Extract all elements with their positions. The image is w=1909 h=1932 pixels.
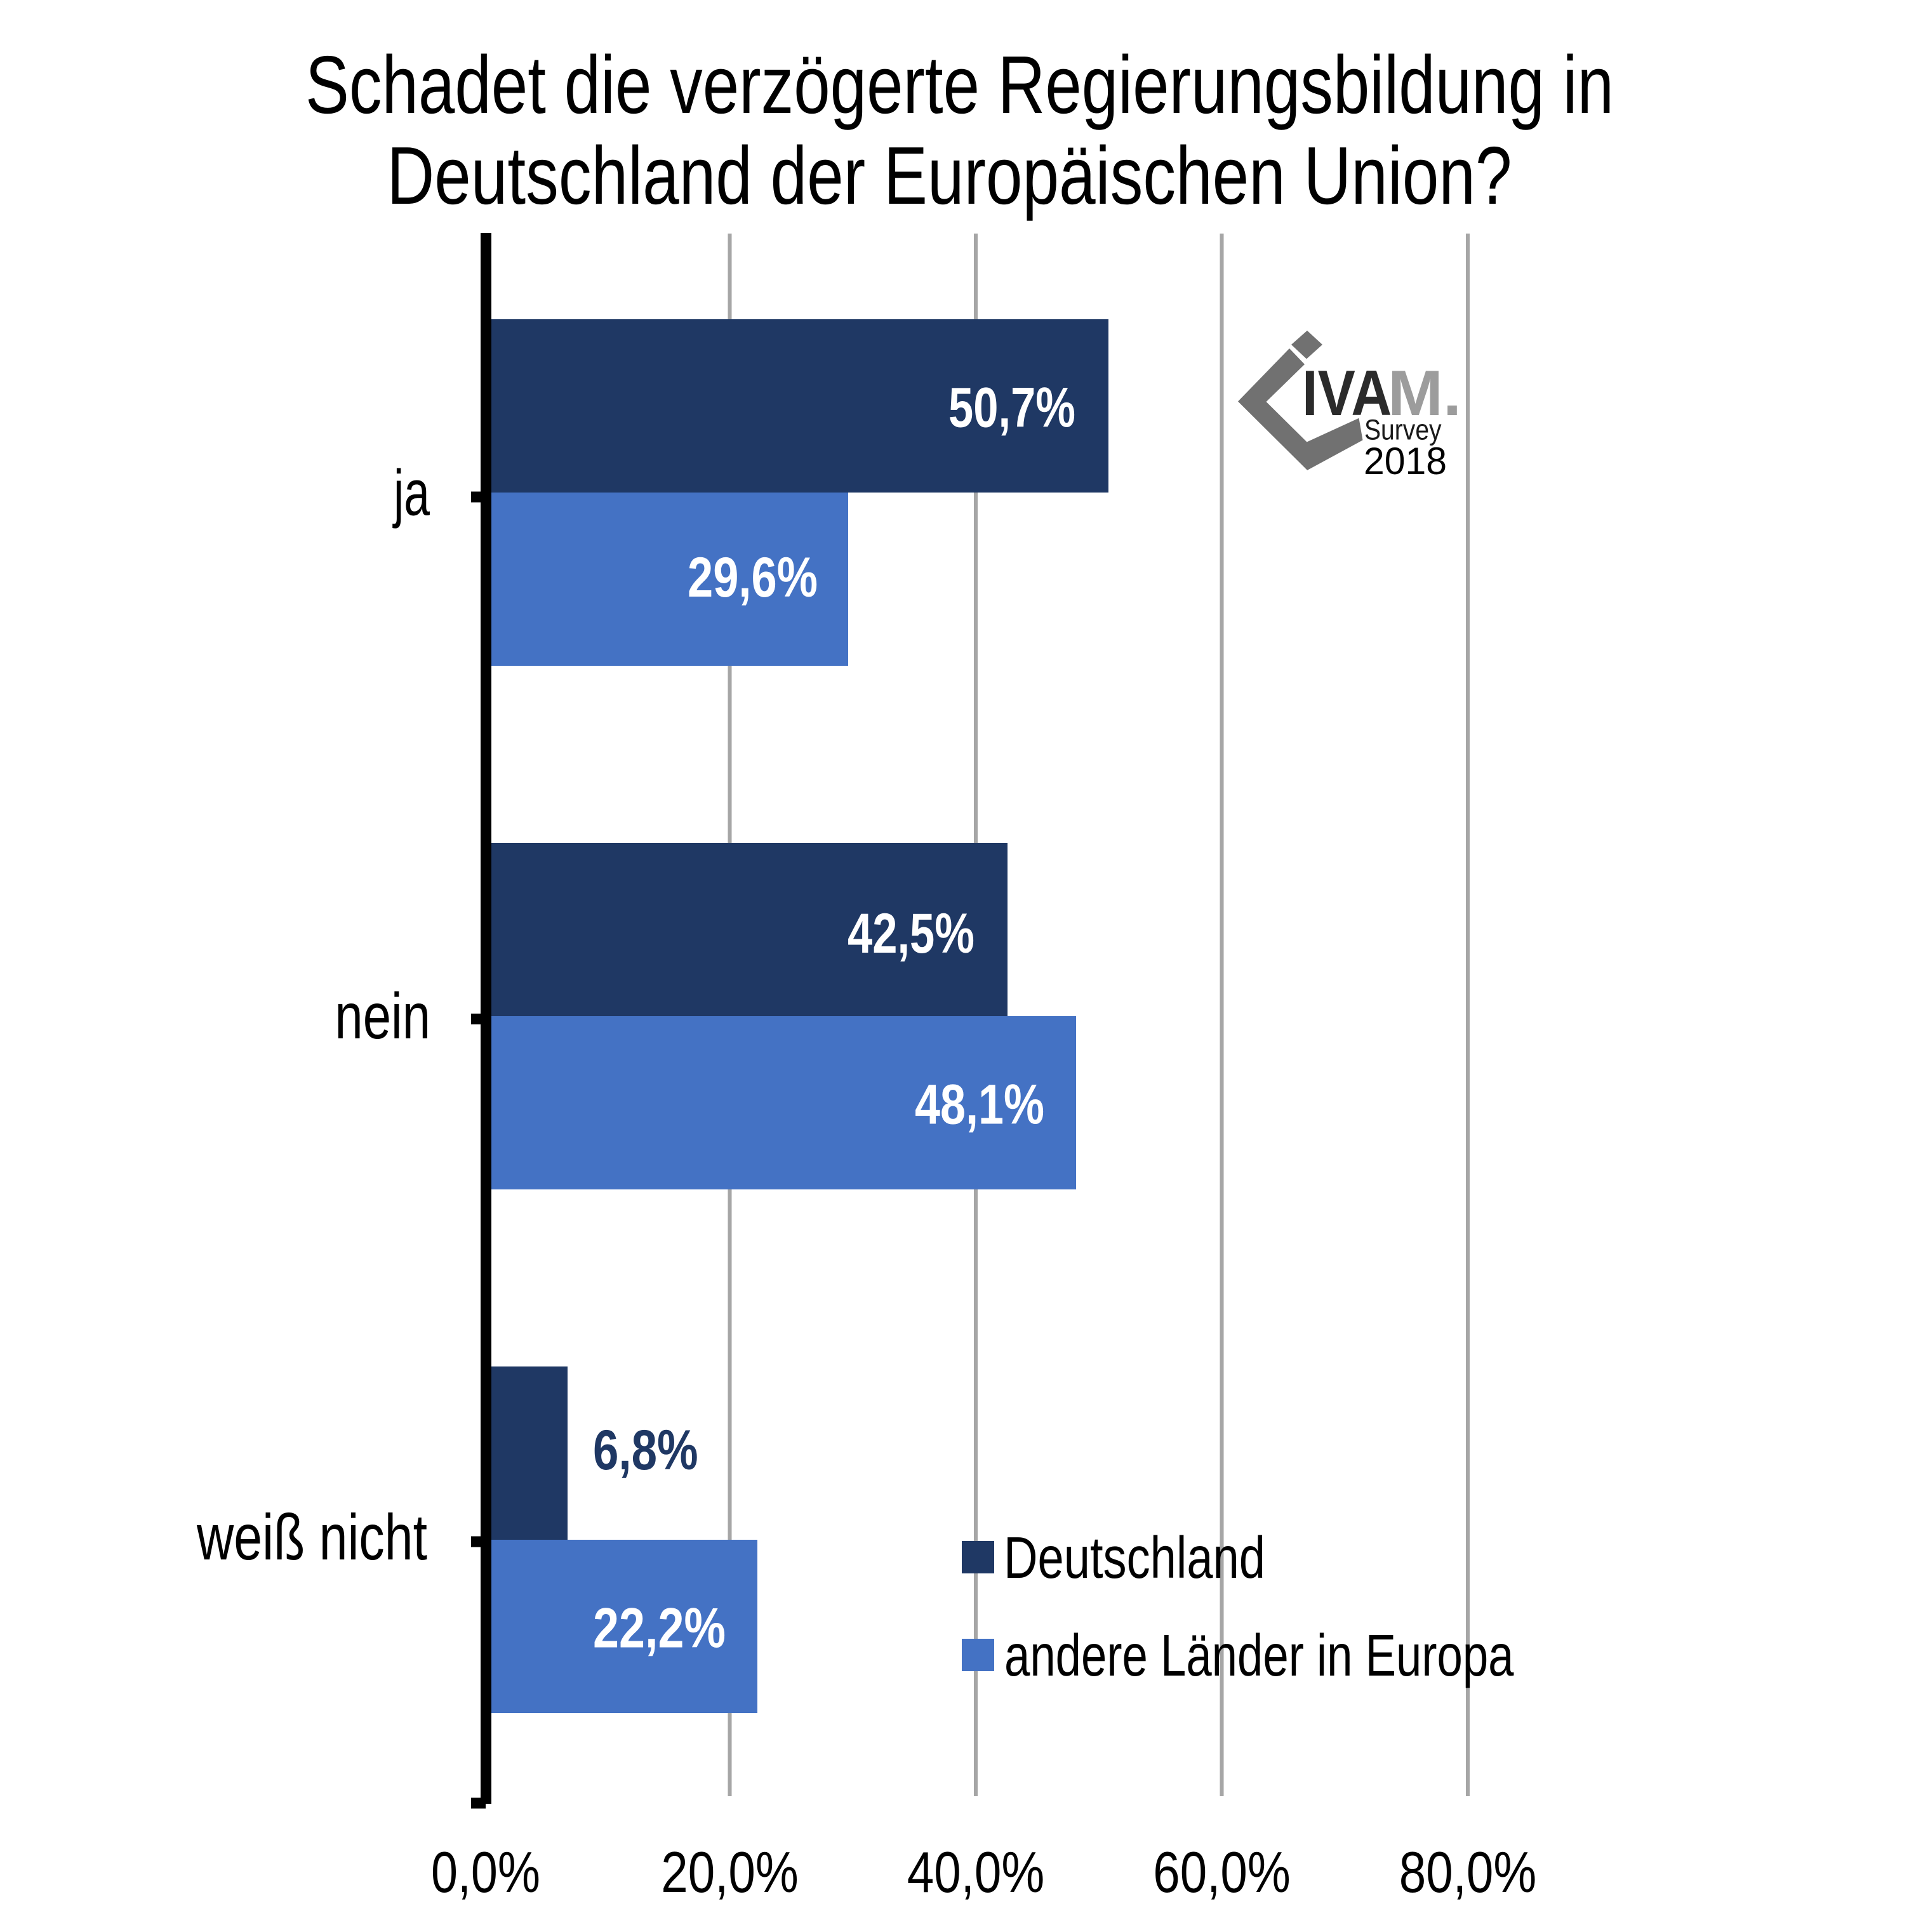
- svg-text:80,0%: 80,0%: [1399, 1841, 1537, 1905]
- svg-text:60,0%: 60,0%: [1153, 1841, 1291, 1905]
- svg-text:Survey: Survey: [1364, 414, 1442, 446]
- svg-text:0,0%: 0,0%: [431, 1841, 540, 1905]
- svg-text:Deutschland der Europäischen U: Deutschland der Europäischen Union?: [387, 130, 1512, 222]
- svg-text:andere Länder in Europa: andere Länder in Europa: [1004, 1622, 1514, 1688]
- svg-text:M.: M.: [1388, 358, 1461, 429]
- svg-text:Deutschland: Deutschland: [1004, 1525, 1265, 1591]
- svg-text:40,0%: 40,0%: [907, 1841, 1045, 1905]
- svg-text:weiß nicht: weiß nicht: [196, 1501, 427, 1573]
- svg-text:Schadet die verzögerte Regieru: Schadet die verzögerte Regierungsbildung…: [305, 39, 1614, 131]
- svg-text:nein: nein: [335, 980, 430, 1052]
- svg-text:48,1%: 48,1%: [915, 1073, 1044, 1136]
- svg-text:2018: 2018: [1364, 440, 1447, 482]
- svg-text:20,0%: 20,0%: [661, 1841, 799, 1905]
- svg-text:50,7%: 50,7%: [948, 376, 1075, 439]
- svg-text:6,8%: 6,8%: [593, 1418, 698, 1481]
- svg-text:ja: ja: [392, 457, 430, 529]
- svg-text:IVA: IVA: [1302, 358, 1392, 429]
- svg-text:42,5%: 42,5%: [848, 901, 974, 965]
- svg-text:22,2%: 22,2%: [593, 1596, 726, 1660]
- svg-text:29,6%: 29,6%: [688, 545, 818, 609]
